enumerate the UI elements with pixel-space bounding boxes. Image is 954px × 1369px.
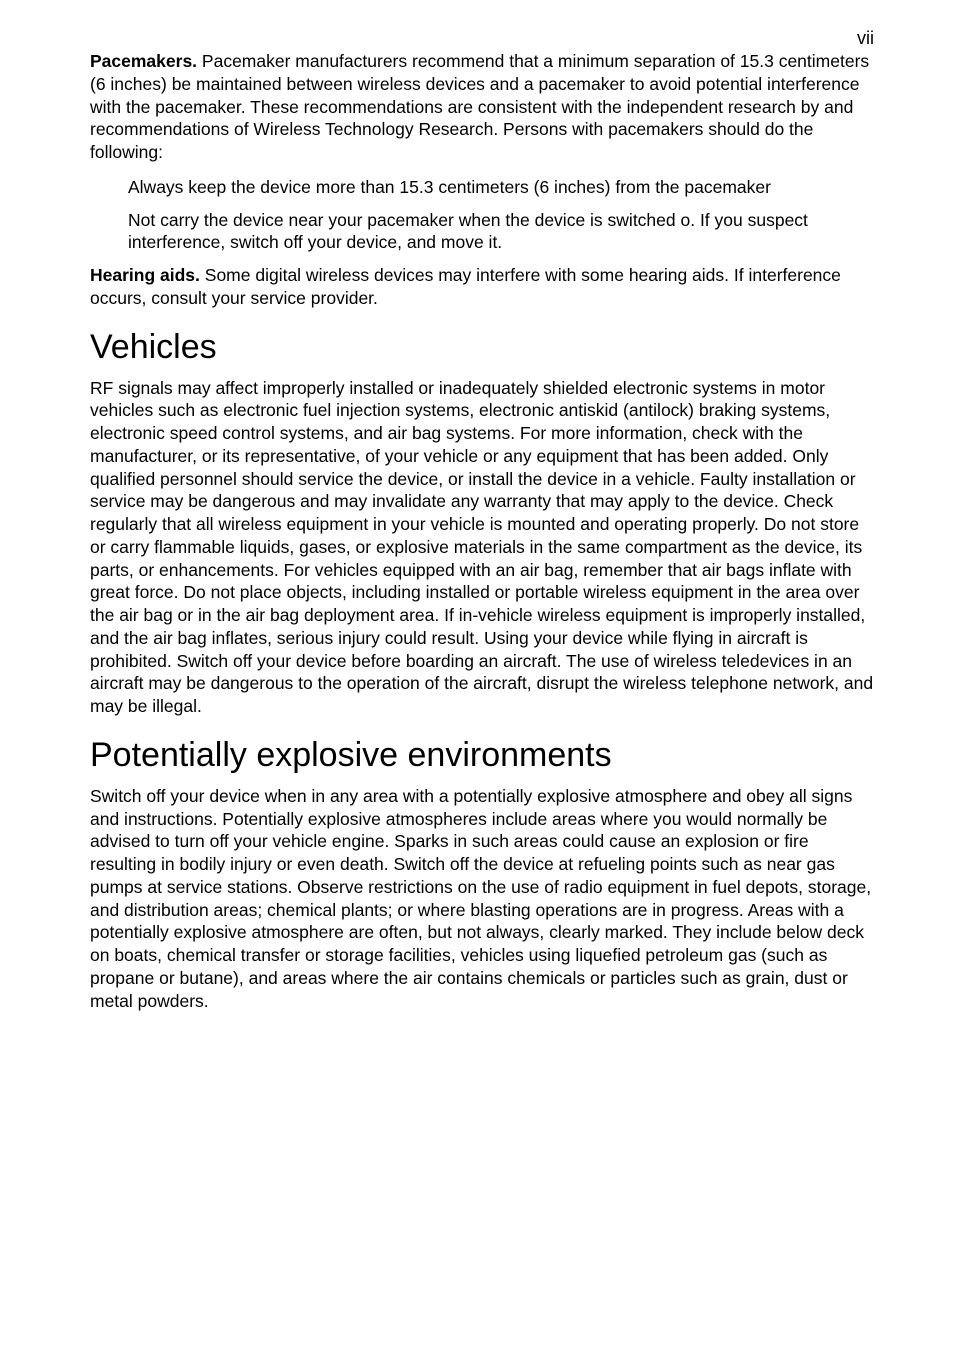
text-pacemakers: Pacemaker manufacturers recommend that a… xyxy=(90,51,869,162)
heading-explosive-environments: Potentially explosive environments xyxy=(90,736,874,775)
bold-hearing-aids: Hearing aids. xyxy=(90,265,200,285)
indent-list: Always keep the device more than 15.3 ce… xyxy=(128,176,874,254)
heading-vehicles: Vehicles xyxy=(90,328,874,367)
indent-item-2: Not carry the device near your pacemaker… xyxy=(128,209,874,255)
page: vii Pacemakers. Pacemaker manufacturers … xyxy=(0,0,954,1369)
bold-pacemakers: Pacemakers. xyxy=(90,51,197,71)
paragraph-explosive-environments: Switch off your device when in any area … xyxy=(90,785,874,1013)
page-number: vii xyxy=(857,28,874,49)
paragraph-hearing-aids: Hearing aids. Some digital wireless devi… xyxy=(90,264,874,310)
text-hearing-aids: Some digital wireless devices may interf… xyxy=(90,265,841,308)
indent-item-1: Always keep the device more than 15.3 ce… xyxy=(128,176,874,199)
paragraph-pacemakers: Pacemakers. Pacemaker manufacturers reco… xyxy=(90,50,874,164)
paragraph-vehicles: RF signals may affect improperly install… xyxy=(90,377,874,718)
